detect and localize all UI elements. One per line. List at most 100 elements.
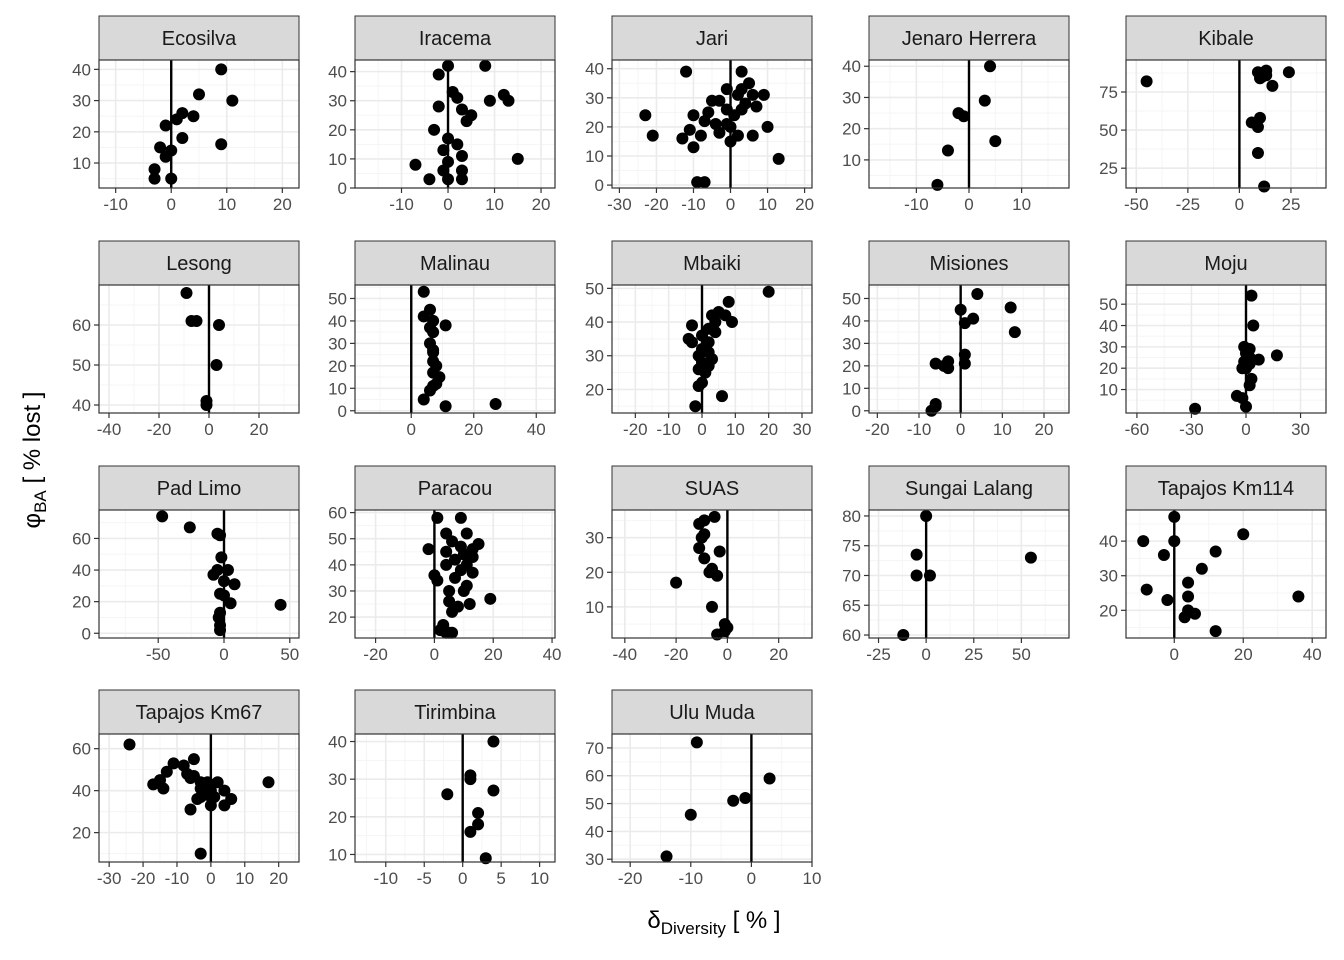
x-axis-title-subscript: Diversity xyxy=(661,919,727,938)
x-tick-label: 0 xyxy=(206,869,215,888)
y-tick-label: 20 xyxy=(585,380,604,399)
data-point xyxy=(713,545,726,558)
y-tick-label: 20 xyxy=(842,357,861,376)
y-tick-label: 20 xyxy=(1099,359,1118,378)
x-tick-label: 5 xyxy=(496,869,505,888)
panel-border xyxy=(354,284,556,414)
panel-border xyxy=(354,733,556,863)
y-tick-label: 40 xyxy=(72,396,91,415)
data-point xyxy=(680,65,693,78)
data-point xyxy=(1292,590,1305,603)
y-tick-label: 30 xyxy=(585,89,604,108)
x-tick-label: 0 xyxy=(430,645,439,664)
data-point xyxy=(211,776,224,789)
x-tick-label: -10 xyxy=(656,420,681,439)
panel-border xyxy=(98,509,300,639)
x-tick-label: 0 xyxy=(726,195,735,214)
data-point xyxy=(431,574,444,587)
data-point xyxy=(698,115,711,128)
data-point xyxy=(472,818,485,831)
x-tick-label: 10 xyxy=(993,420,1012,439)
data-point xyxy=(262,776,275,789)
data-points xyxy=(925,287,1021,417)
data-point xyxy=(424,384,436,397)
gridlines xyxy=(99,60,299,188)
data-point xyxy=(204,799,217,812)
y-tick-label: 20 xyxy=(585,118,604,137)
facet-title: Pad Limo xyxy=(157,478,242,500)
data-point xyxy=(457,584,470,597)
panel-tapajos-km114: Tapajos Km114 0 20 40 20 30 40 xyxy=(1099,465,1327,664)
facet-strip xyxy=(868,465,1070,511)
data-point xyxy=(686,336,698,349)
panel-background xyxy=(1126,60,1326,188)
x-tick-label: 0 xyxy=(1241,420,1250,439)
data-point xyxy=(455,103,468,116)
data-point xyxy=(1252,353,1265,366)
panel-border xyxy=(354,59,556,189)
panel-background xyxy=(1126,285,1326,413)
y-tick-label: 70 xyxy=(585,739,604,758)
data-point xyxy=(1251,121,1264,134)
x-tick-label: 20 xyxy=(795,195,814,214)
data-point xyxy=(443,584,456,597)
panel-ecosilva: Ecosilva -10 0 10 20 10 20 30 40 xyxy=(72,15,300,214)
panel-border xyxy=(98,59,300,189)
data-point xyxy=(190,315,203,327)
gridlines xyxy=(355,734,555,862)
x-tick-label: -50 xyxy=(1124,195,1149,214)
data-point xyxy=(167,757,180,770)
data-point xyxy=(686,319,698,332)
x-tick-label: 10 xyxy=(726,420,745,439)
facet-title: Kibale xyxy=(1198,28,1254,50)
data-point xyxy=(923,569,936,582)
y-tick-label: 60 xyxy=(72,740,91,759)
facet-title: Lesong xyxy=(166,253,232,275)
facet-strip xyxy=(868,15,1070,61)
x-tick-label: 0 xyxy=(219,645,228,664)
y-tick-label: 70 xyxy=(842,566,861,585)
panel-background xyxy=(612,734,812,862)
y-tick-label: 60 xyxy=(72,316,91,335)
data-point xyxy=(441,788,454,801)
panel-border xyxy=(611,59,813,189)
data-points xyxy=(148,63,239,185)
facet-title: Tapajos Km67 xyxy=(136,702,263,724)
facet-strip xyxy=(354,240,556,286)
y-tick-label: 0 xyxy=(338,402,347,421)
data-points xyxy=(670,510,734,641)
panel-sungai-lalang: Sungai Lalang -25 0 25 50 60 65 70 75 80 xyxy=(842,465,1070,664)
data-point xyxy=(739,792,752,804)
data-point xyxy=(1209,545,1222,558)
data-point xyxy=(148,172,161,185)
y-tick-label: 50 xyxy=(1099,121,1118,140)
y-tick-label: 50 xyxy=(72,356,91,375)
y-tick-label: 30 xyxy=(842,334,861,353)
x-tick-label: 30 xyxy=(793,420,812,439)
y-tick-label: 40 xyxy=(585,313,604,332)
y-tick-label: 30 xyxy=(585,347,604,366)
data-point xyxy=(989,135,1002,148)
panel-background xyxy=(99,285,299,413)
data-point xyxy=(184,772,197,785)
y-tick-label: 40 xyxy=(72,60,91,79)
data-point xyxy=(432,68,445,81)
data-point xyxy=(726,316,738,329)
data-point xyxy=(464,773,477,786)
facet-title: Misiones xyxy=(930,253,1009,275)
y-tick-label: 20 xyxy=(72,824,91,843)
y-tick-label: 40 xyxy=(1099,317,1118,336)
data-point xyxy=(218,575,230,588)
x-tick-label: 10 xyxy=(803,869,822,888)
panel-tirimbina: Tirimbina -10 -5 0 5 10 10 20 30 40 xyxy=(328,689,556,888)
data-point xyxy=(711,628,724,641)
data-point xyxy=(698,552,711,565)
x-tick-label: -5 xyxy=(417,869,432,888)
data-point xyxy=(184,803,197,816)
data-point xyxy=(442,173,455,186)
axes: -50 0 50 0 20 40 60 xyxy=(72,529,299,664)
y-tick-label: 10 xyxy=(328,150,347,169)
data-point xyxy=(147,778,160,791)
y-tick-label: 30 xyxy=(328,770,347,789)
